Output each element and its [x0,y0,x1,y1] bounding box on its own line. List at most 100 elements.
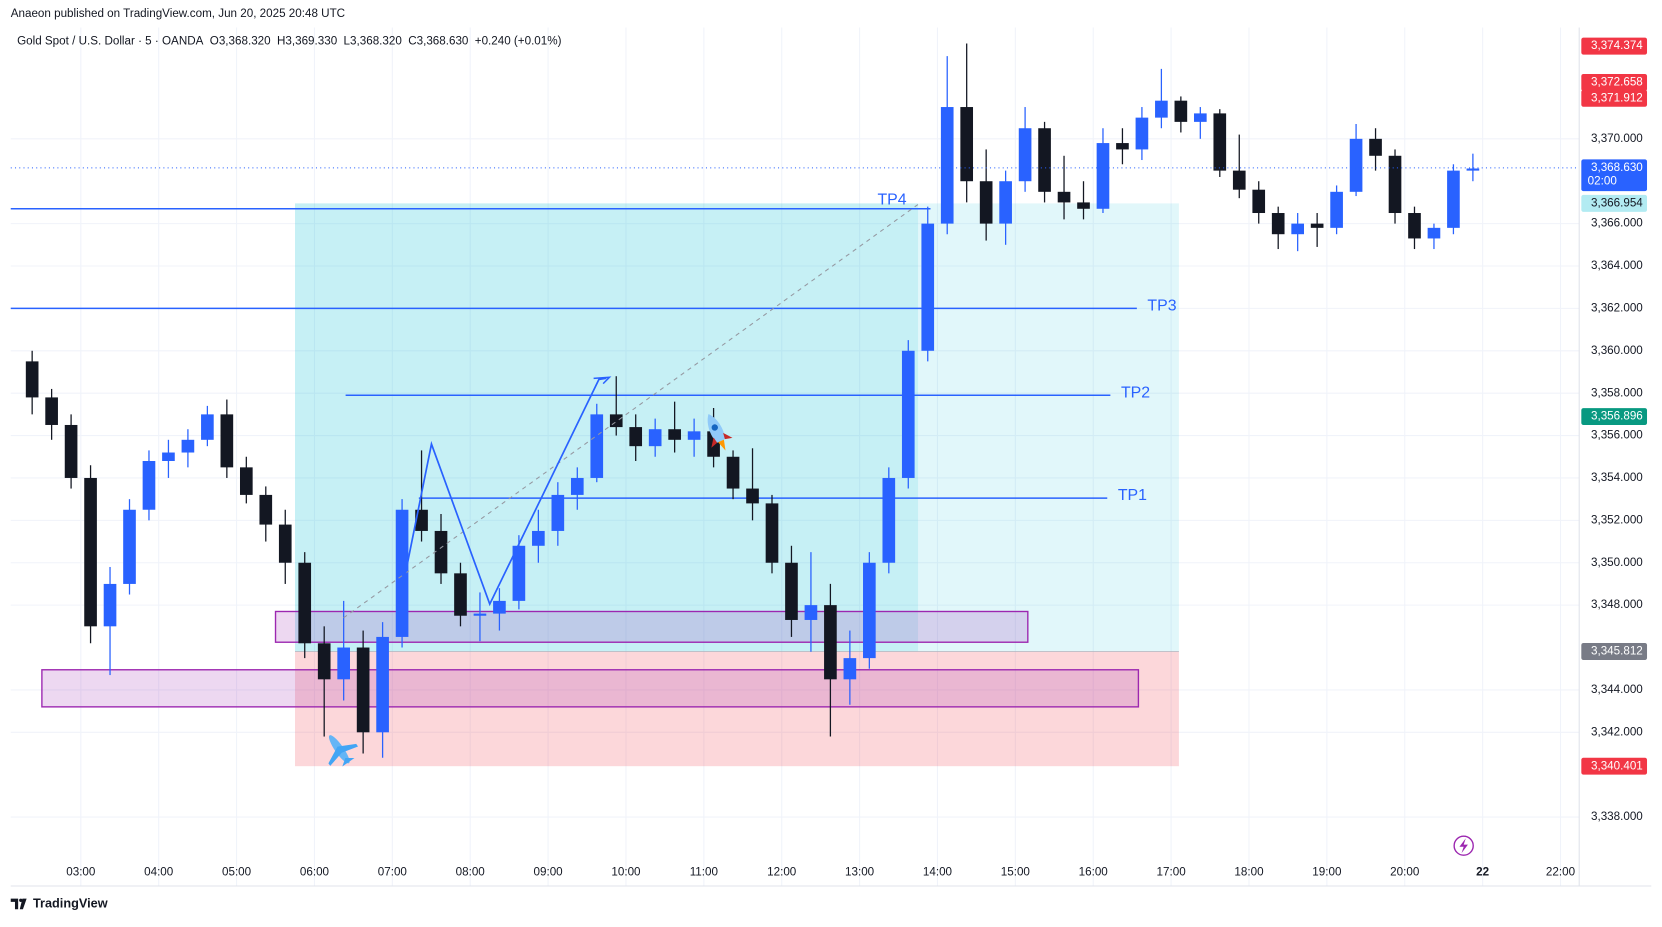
candle-body [590,414,604,478]
x-tick-label: 13:00 [845,865,875,878]
candle-body [960,107,974,182]
candle-body [220,414,234,468]
quote-value: 3,368.320 [350,34,402,47]
x-tick-label: 18:00 [1234,865,1264,878]
tp-label: TP4 [877,191,906,208]
candles [25,43,1480,758]
price-badge [1581,194,1648,212]
candle-body [356,647,370,733]
x-tick-label: 17:00 [1157,865,1187,878]
x-tick-label: 11:00 [690,865,719,878]
quote-key: H [277,34,285,47]
publisher: Anaeon published on TradingView.com, Jun… [11,7,345,20]
target-zone [294,203,1179,652]
x-tick-label: 03:00 [66,865,96,878]
price-badge-label: 3,345.812 [1591,645,1643,658]
price-badge [1581,408,1648,426]
tp-label: TP2 [1121,384,1150,401]
candle-body [1466,168,1480,171]
current-price-badge [1581,159,1648,192]
axes: 3,338.000 3,342.000 3,344.000 3,348.000 3,35… [10,37,1648,878]
price-badge-label: 3,374.374 [1591,39,1643,52]
x-tick-label: 09:00 [534,865,564,878]
candle-body [609,414,623,428]
x-tick-label: 12:00 [767,865,797,878]
candle-body [493,600,506,614]
y-tick-label: 3,358.000 [1591,386,1643,399]
candle-body [1291,223,1304,235]
y-tick-label: 3,364.000 [1591,259,1643,272]
tp-label: TP1 [1118,487,1147,504]
x-tick-label: 04:00 [144,865,174,878]
price-badge [1581,74,1648,91]
countdown: 02:00 [1588,175,1618,188]
y-tick-label: 3,344.000 [1591,683,1643,696]
candle-body [434,530,448,574]
candle-body [512,545,526,601]
candle-body [1330,191,1343,228]
candle-body [278,524,292,563]
quote-value: 3,368.630 [417,34,469,47]
candle-body [863,562,876,659]
x-tick-label: 16:00 [1079,865,1109,878]
candle-body [999,181,1012,224]
y-tick-label: 3,356.000 [1591,429,1643,442]
y-tick-label: 3,370.000 [1591,132,1643,145]
current-price-label: 3,368.630 [1591,161,1643,174]
candle-body [1252,189,1266,214]
y-tick-label: 3,366.000 [1591,217,1643,230]
candle-body [1427,227,1441,239]
candle-body [1193,113,1207,122]
candle-body [921,223,935,351]
x-tick-label: 14:00 [923,865,953,878]
candle-body [1349,138,1363,192]
y-tick-label: 3,342.000 [1591,725,1643,738]
target-hit-zone [294,203,919,652]
x-tick-label: 22 [1476,865,1489,878]
candle-body [629,427,643,447]
candle-body [1369,138,1382,156]
candle-body [843,658,857,680]
candle-body [765,503,779,563]
quote-key: O [210,34,219,47]
overlays [328,204,1474,856]
candle-body [804,605,818,620]
candle-body [1388,155,1402,214]
candle-body [824,605,837,680]
candle-body [1038,128,1051,192]
candle-body [1310,223,1324,228]
tp-label: TP3 [1147,297,1176,314]
price-badge [1581,643,1648,660]
candle-body [239,467,253,495]
candle-body [337,647,350,680]
price-badge-label: 3,366.954 [1591,196,1643,209]
price-badge-label: 3,356.896 [1591,410,1643,423]
y-tick-label: 3,350.000 [1591,556,1643,569]
candle-body [1018,128,1032,182]
candle-body [1408,213,1421,239]
candle-body [162,452,175,461]
candle-body [726,456,740,489]
y-tick-label: 3,354.000 [1591,471,1643,484]
candle-body [940,107,954,224]
candle-body [648,429,662,447]
stop-zone [294,651,1179,767]
candle-body [1271,213,1285,235]
x-tick-label: 22:00 [1546,865,1576,878]
candle-body [1155,100,1168,118]
price-badge-label: 3,340.401 [1591,759,1643,772]
candle-body [1447,170,1460,228]
candle-body [1232,170,1246,190]
candle-body [123,509,136,584]
candle-body [259,494,273,525]
price-badge [1581,37,1648,55]
quote-change: +0.240 (+0.01%) [475,34,562,47]
symbol: Gold Spot / U.S. Dollar · 5 · OANDA [17,34,204,47]
zone [41,669,1140,708]
candle-body [25,361,39,398]
airplane-icon [328,735,359,767]
price-badge [1581,757,1648,775]
candle-body [201,414,214,440]
y-tick-label: 3,362.000 [1591,301,1643,314]
